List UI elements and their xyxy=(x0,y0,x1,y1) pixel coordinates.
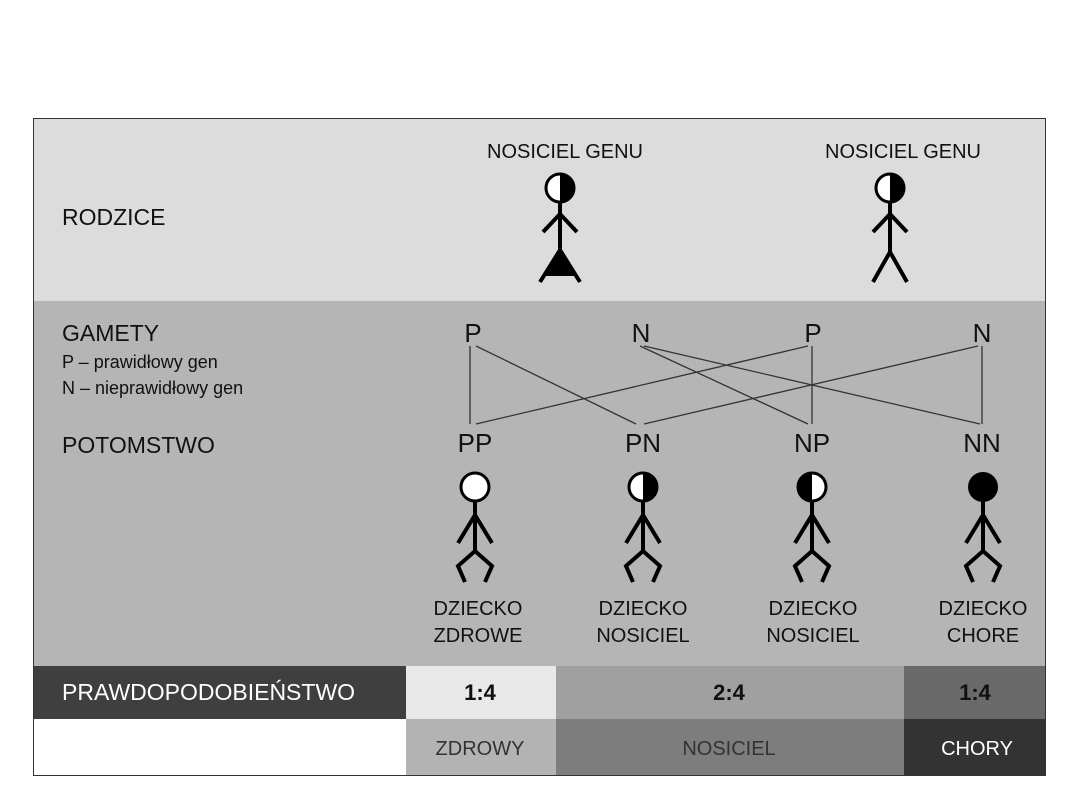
genotype-nn: NN xyxy=(963,428,1001,458)
probability-label-cell xyxy=(34,666,406,719)
child-label-2a: DZIECKO xyxy=(598,598,688,620)
child-label-4a: DZIECKO xyxy=(938,598,1028,620)
gamete-lines xyxy=(469,345,983,425)
zdrowy-ratio: 1:4 xyxy=(464,680,496,705)
offspring-row-label: POTOMSTWO xyxy=(62,432,215,458)
gamete-p1: P xyxy=(464,318,482,348)
father-figure xyxy=(871,172,909,283)
probability-label: PRAWDOPODOBIEŃSTWO xyxy=(62,679,356,705)
chory-ratio-cell xyxy=(904,666,1045,719)
nosiciel-label: NOSICIEL xyxy=(682,738,776,760)
chory-label: CHORY xyxy=(941,738,1013,760)
child-label-1a: DZIECKO xyxy=(433,598,523,620)
child-figure xyxy=(792,471,832,583)
blank-cell xyxy=(34,719,406,775)
chory-label-cell xyxy=(904,719,1045,775)
mother-label: NOSICIEL GENU xyxy=(487,141,643,163)
nosiciel-ratio-cell xyxy=(556,666,904,719)
child-figure xyxy=(623,471,663,583)
gamete-n2: N xyxy=(972,318,992,348)
genotype-pn: PN xyxy=(624,428,662,458)
child-figure xyxy=(455,471,495,583)
gametes-title: GAMETY xyxy=(62,320,160,346)
genotype-np: NP xyxy=(793,428,831,458)
father-label: NOSICIEL GENU xyxy=(825,141,981,163)
mother-figure xyxy=(538,172,582,284)
child-label-3b: NOSICIEL xyxy=(766,625,860,647)
legend-n: N – nieprawidłowy gen xyxy=(62,378,244,398)
legend-p: P – prawidłowy gen xyxy=(62,352,218,372)
nosiciel-label-cell xyxy=(556,719,904,775)
nosiciel-ratio: 2:4 xyxy=(713,680,745,705)
zdrowy-ratio-cell xyxy=(406,666,556,719)
child-label-1b: ZDROWE xyxy=(433,625,523,647)
child-figure xyxy=(963,472,1003,583)
offspring-band xyxy=(34,301,1045,666)
zdrowy-label-cell xyxy=(406,719,556,775)
gamete-n1: N xyxy=(631,318,651,348)
genotype-pp: PP xyxy=(457,428,493,458)
zdrowy-label: ZDROWY xyxy=(435,738,525,760)
gamete-p2: P xyxy=(804,318,822,348)
parents-row-label: RODZICE xyxy=(62,204,166,230)
child-label-3a: DZIECKO xyxy=(768,598,858,620)
chory-ratio: 1:4 xyxy=(959,680,991,705)
child-label-4b: CHORE xyxy=(946,625,1020,647)
inheritance-diagram xyxy=(33,118,1046,776)
parents-band xyxy=(34,119,1045,301)
child-label-2b: NOSICIEL xyxy=(596,625,690,647)
